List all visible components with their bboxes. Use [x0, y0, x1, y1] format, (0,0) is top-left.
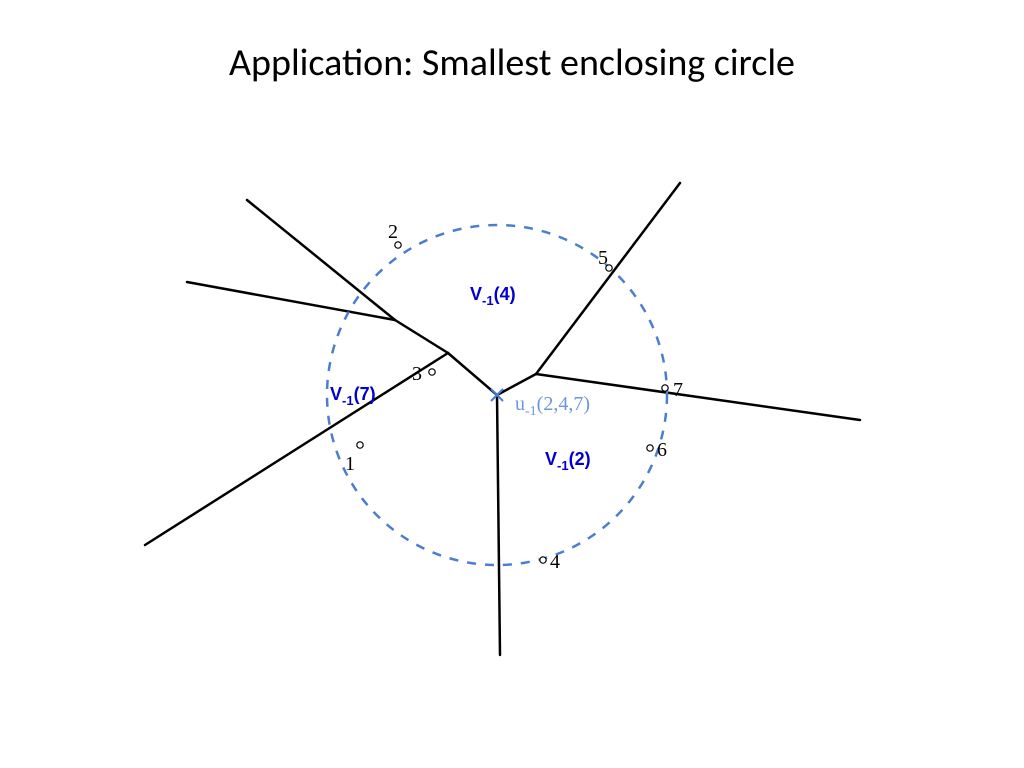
region-labels: V-1(4)V-1(7)V-1(2) — [330, 284, 591, 473]
site-point-labels: 1 2 3 4 5 6 7 — [345, 221, 683, 573]
site-point-label: 5 — [598, 247, 608, 269]
voronoi-edge — [448, 353, 497, 395]
site-point — [647, 445, 653, 451]
site-point-label: 6 — [657, 439, 667, 461]
site-point — [429, 369, 435, 375]
site-point — [662, 385, 668, 391]
voronoi-edge — [395, 320, 448, 353]
voronoi-edge — [497, 374, 536, 395]
voronoi-edge — [145, 353, 448, 545]
region-label: V-1(4) — [470, 284, 516, 308]
site-point-label: 3 — [412, 363, 422, 385]
center-label-text: u-1(2,4,7) — [515, 393, 590, 419]
region-label: V-1(2) — [545, 449, 591, 473]
center-label: u-1(2,4,7) — [515, 393, 590, 419]
site-point-label: 1 — [345, 453, 355, 475]
site-point-label: 7 — [673, 379, 683, 401]
voronoi-edge — [247, 200, 395, 320]
site-point — [357, 442, 363, 448]
voronoi-edge — [497, 395, 500, 655]
voronoi-diagram: 1 2 3 4 5 6 7 V-1(4)V-1(7)V-1(2) u-1(2,4,7) — [0, 0, 1024, 768]
site-point-label: 2 — [388, 221, 398, 243]
voronoi-edges — [145, 183, 860, 655]
site-point-label: 4 — [550, 551, 560, 573]
site-point — [540, 557, 546, 563]
